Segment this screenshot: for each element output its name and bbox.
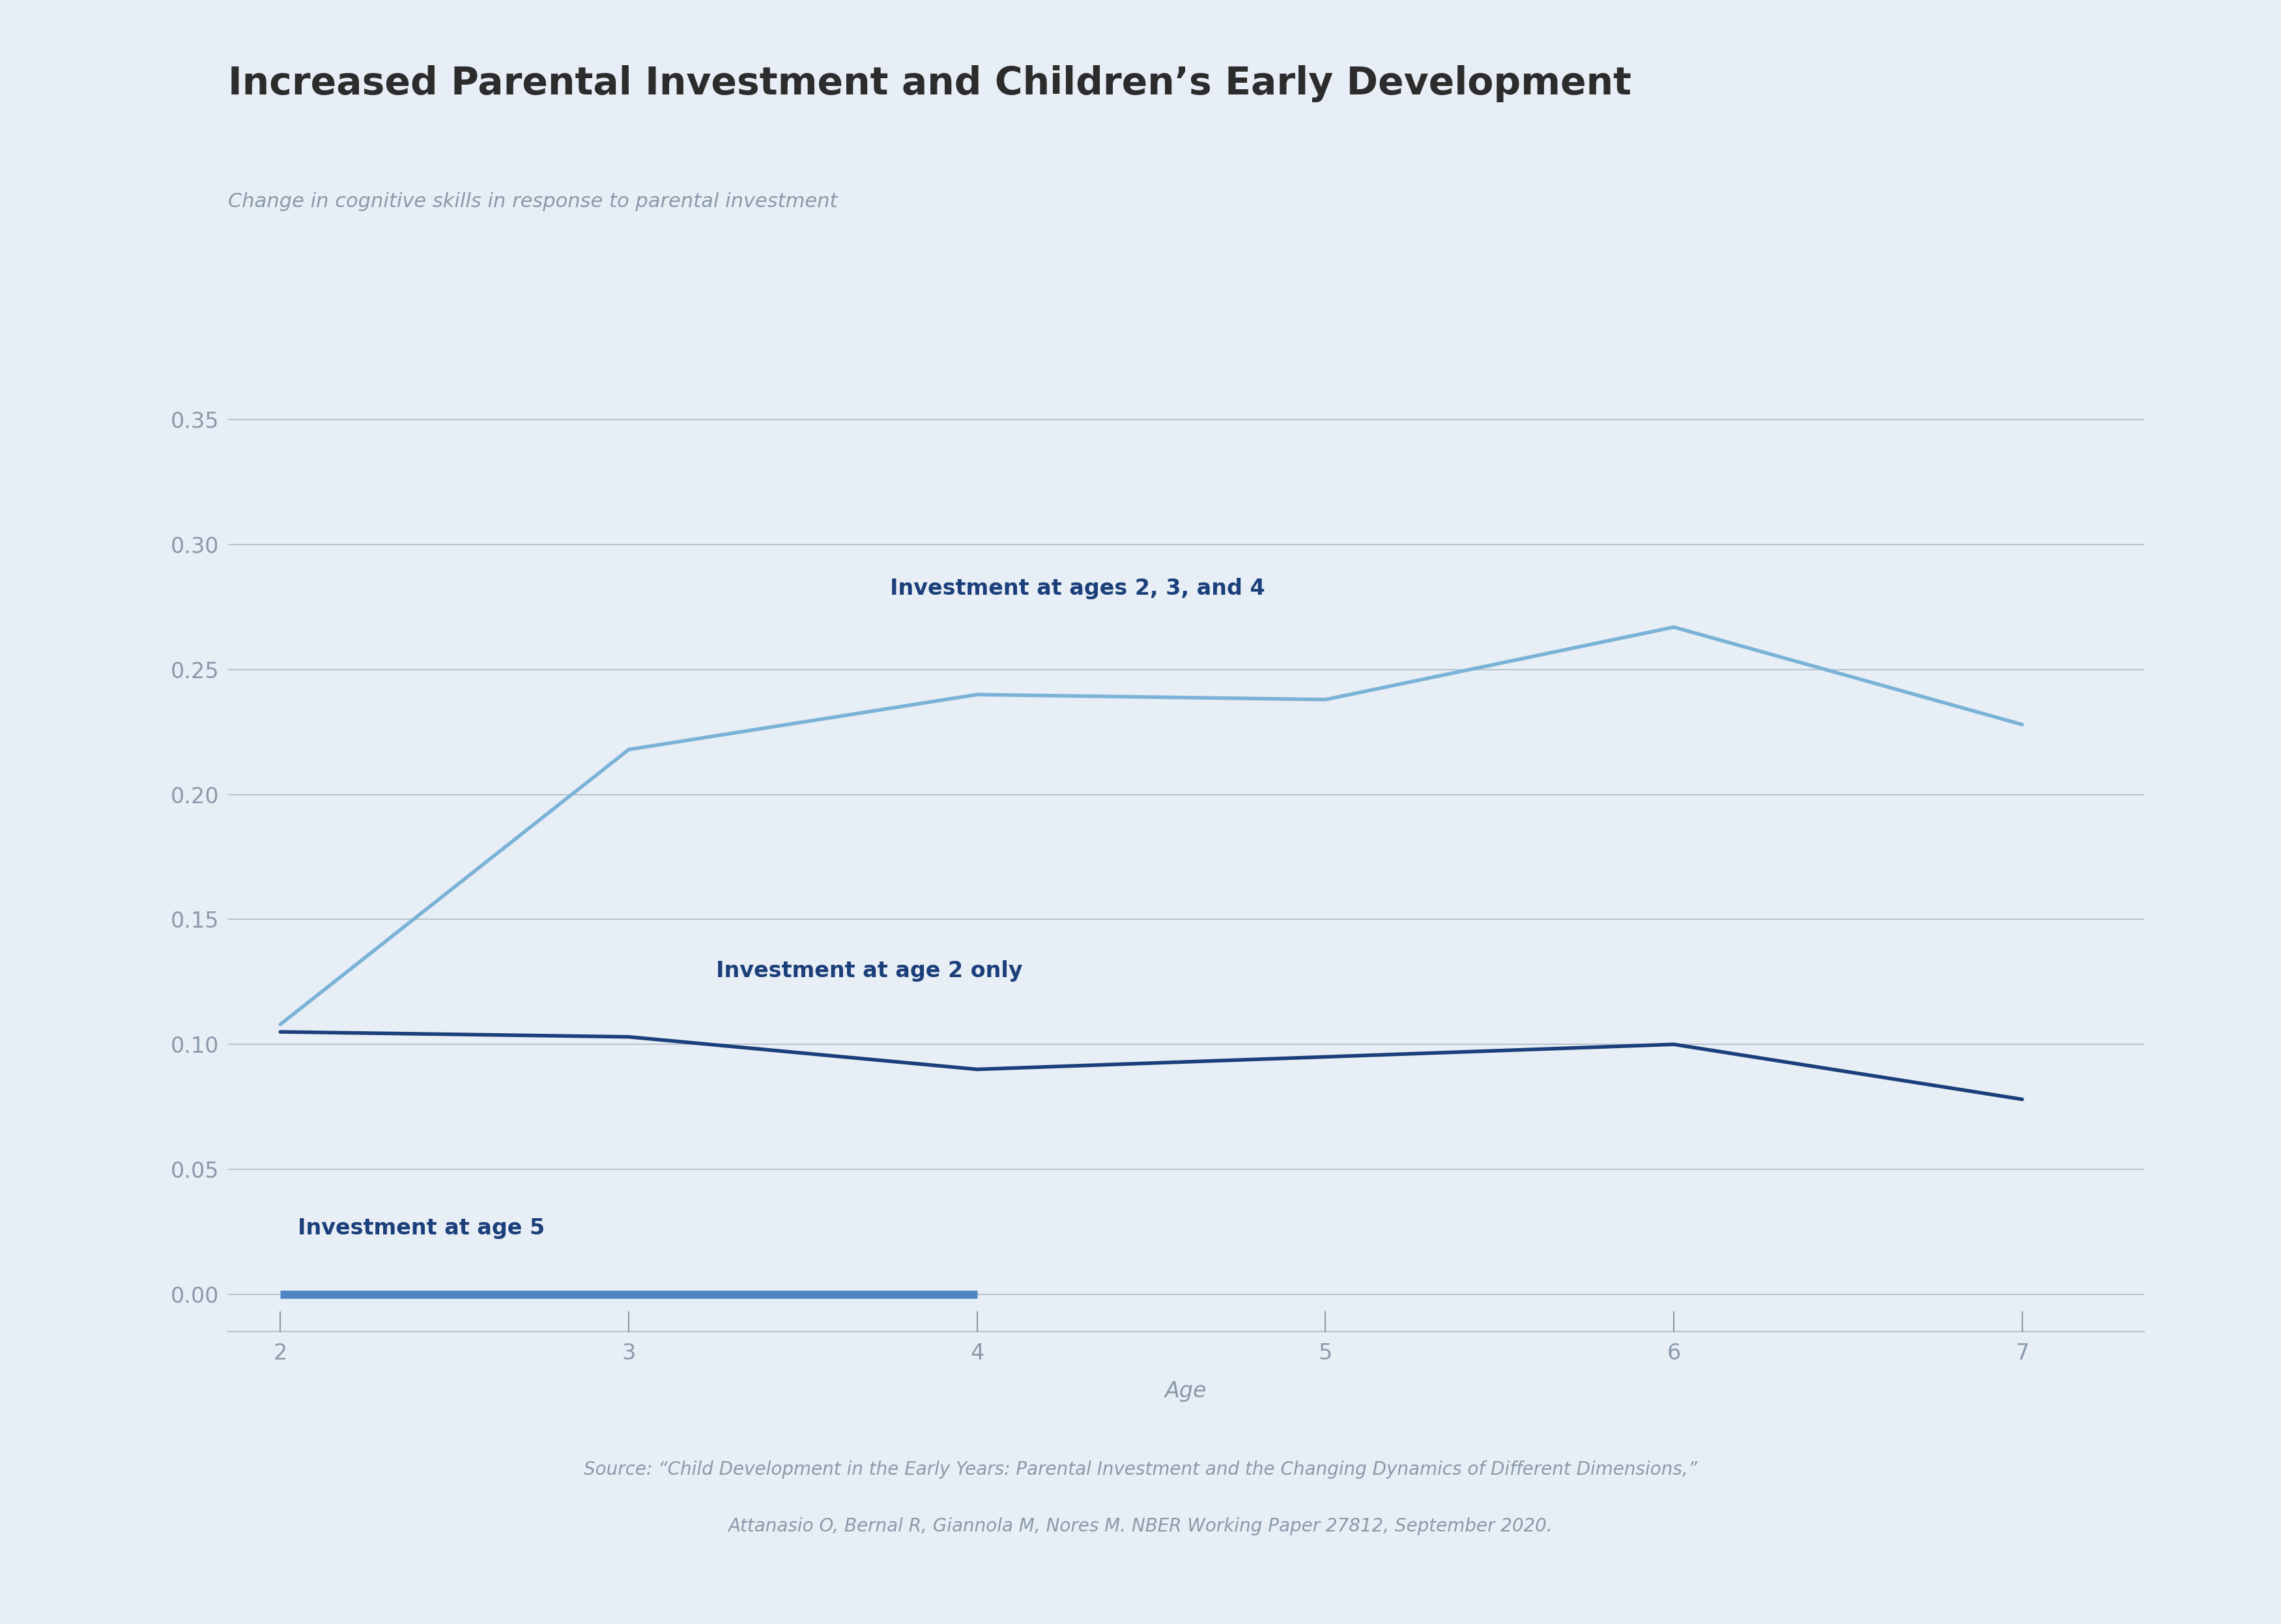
X-axis label: Age: Age (1166, 1380, 1207, 1402)
Text: Investment at age 2 only: Investment at age 2 only (716, 960, 1022, 983)
Text: Source: “Child Development in the Early Years: Parental Investment and the Chang: Source: “Child Development in the Early … (584, 1460, 1697, 1479)
Text: Increased Parental Investment and Children’s Early Development: Increased Parental Investment and Childr… (228, 65, 1631, 102)
Text: Investment at ages 2, 3, and 4: Investment at ages 2, 3, and 4 (890, 578, 1266, 599)
Text: Change in cognitive skills in response to parental investment: Change in cognitive skills in response t… (228, 192, 837, 211)
Text: Investment at age 5: Investment at age 5 (299, 1218, 545, 1239)
Text: Attanasio O, Bernal R, Giannola M, Nores M. NBER Working Paper 27812, September : Attanasio O, Bernal R, Giannola M, Nores… (728, 1517, 1553, 1536)
